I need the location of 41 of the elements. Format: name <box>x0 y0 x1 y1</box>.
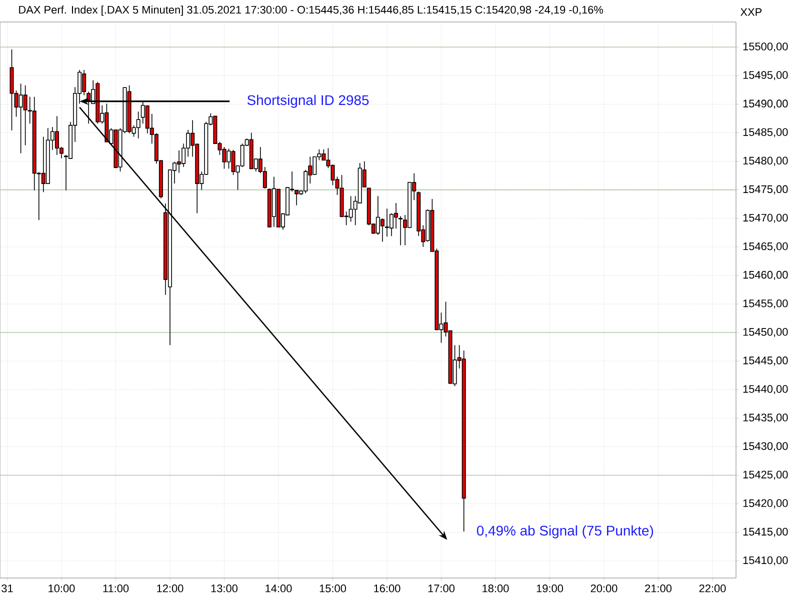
x-tick-label: 19:00 <box>536 584 564 592</box>
y-tick-label: 15485,00 <box>743 128 788 138</box>
candlestick <box>136 111 140 139</box>
candlestick <box>380 218 384 242</box>
x-tick-label: 20:00 <box>590 584 618 592</box>
x-tick-label: 21:00 <box>645 584 672 592</box>
annotation: Shortsignal ID 2985 <box>247 94 369 108</box>
y-tick-label: 15470,00 <box>743 214 788 223</box>
candlestick <box>398 216 403 246</box>
y-tick-label: 15475,00 <box>743 185 788 194</box>
x-tick-label: 12:00 <box>157 584 184 592</box>
x-tick-label: 31 <box>2 584 13 592</box>
y-tick-label: 15410,00 <box>743 556 788 566</box>
y-tick-label: 15490,00 <box>743 100 788 109</box>
y-tick-label: 15415,00 <box>743 528 788 537</box>
candlestick <box>294 190 299 206</box>
x-tick-label: 13:00 <box>211 584 238 592</box>
y-tick-label: 15495,00 <box>743 71 788 80</box>
x-tick-label: 10:00 <box>48 584 75 592</box>
x-tick-label: 11:00 <box>103 584 129 592</box>
x-tick-label: 15:00 <box>320 584 346 592</box>
y-tick-label: 15480,00 <box>743 156 788 166</box>
y-tick-label: 15445,00 <box>743 356 788 366</box>
y-tick-label: 15455,00 <box>743 299 788 309</box>
y-tick-label: 15460,00 <box>743 270 788 280</box>
y-tick-label: 15425,00 <box>743 470 788 480</box>
y-tick-label: 15440,00 <box>743 385 788 394</box>
x-tick-label: 18:00 <box>482 584 509 592</box>
y-tick-label: 15465,00 <box>743 242 788 252</box>
y-tick-label: 15420,00 <box>743 499 788 508</box>
x-tick-label: 17:00 <box>428 584 455 592</box>
x-tick-label: 22:00 <box>699 584 726 592</box>
y-tick-label: 15450,00 <box>743 328 788 338</box>
y-axis-title: XXP <box>740 8 762 16</box>
y-tick-label: 15500,00 <box>743 42 788 52</box>
x-tick-label: 14:00 <box>266 584 292 592</box>
chart-title: DAX Perf. Index [.DAX 5 Minuten] 31.05.2021 17:30:00 - O:15445,36 H:15446,85 L:15415,15 C:15420,98 -24,19 -0,16% <box>19 6 604 16</box>
y-tick-label: 15435,00 <box>743 414 788 423</box>
annotation: 0,49% ab Signal (75 Punkte) <box>476 525 654 538</box>
x-tick-label: 16:00 <box>374 584 400 592</box>
y-tick-label: 15430,00 <box>743 442 788 452</box>
